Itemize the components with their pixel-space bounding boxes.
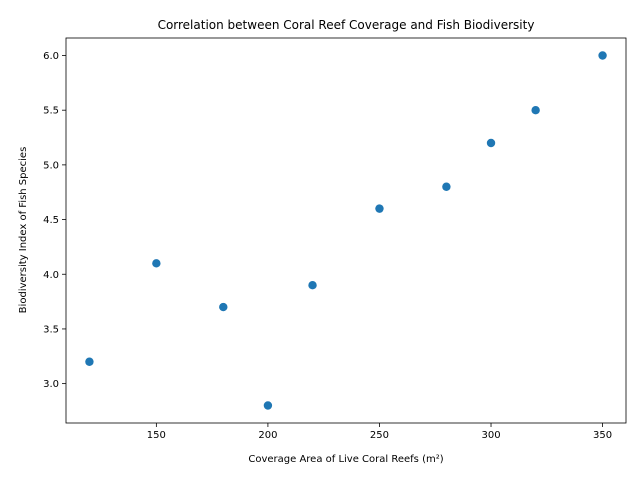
data-point bbox=[486, 138, 496, 148]
data-point bbox=[219, 302, 228, 312]
chart-title: Correlation between Coral Reef Coverage … bbox=[158, 18, 535, 32]
data-point bbox=[598, 51, 607, 60]
x-tick-label: 200 bbox=[258, 430, 277, 441]
x-axis-label: Coverage Area of Live Coral Reefs (m²) bbox=[248, 454, 443, 465]
x-tick-label: 250 bbox=[370, 430, 389, 441]
data-point bbox=[263, 401, 273, 410]
y-tick-label: 4.0 bbox=[43, 270, 59, 281]
y-tick-label: 6.0 bbox=[43, 51, 59, 62]
data-point bbox=[85, 357, 94, 366]
y-tick-label: 4.5 bbox=[43, 215, 59, 226]
y-tick-label: 5.5 bbox=[43, 106, 59, 117]
data-point bbox=[531, 105, 540, 115]
data-point bbox=[308, 280, 317, 290]
x-tick-label: 300 bbox=[481, 430, 500, 441]
y-tick-label: 3.5 bbox=[43, 324, 59, 335]
x-tick-label: 350 bbox=[593, 430, 612, 441]
plot-frame bbox=[65, 37, 627, 424]
y-tick-label: 5.0 bbox=[43, 160, 59, 171]
data-point bbox=[152, 259, 161, 268]
y-tick-label: 3.0 bbox=[43, 379, 59, 390]
data-point bbox=[442, 182, 451, 191]
y-axis-label: Biodiversity Index of Fish Species bbox=[18, 147, 29, 314]
tick-group: 150 200 250 300 350 3.0 3.5 4.0 4.5 5.0 5.5 6.0 bbox=[43, 51, 612, 441]
data-points bbox=[85, 51, 607, 410]
data-point bbox=[375, 204, 384, 213]
x-tick-label: 150 bbox=[147, 430, 166, 441]
